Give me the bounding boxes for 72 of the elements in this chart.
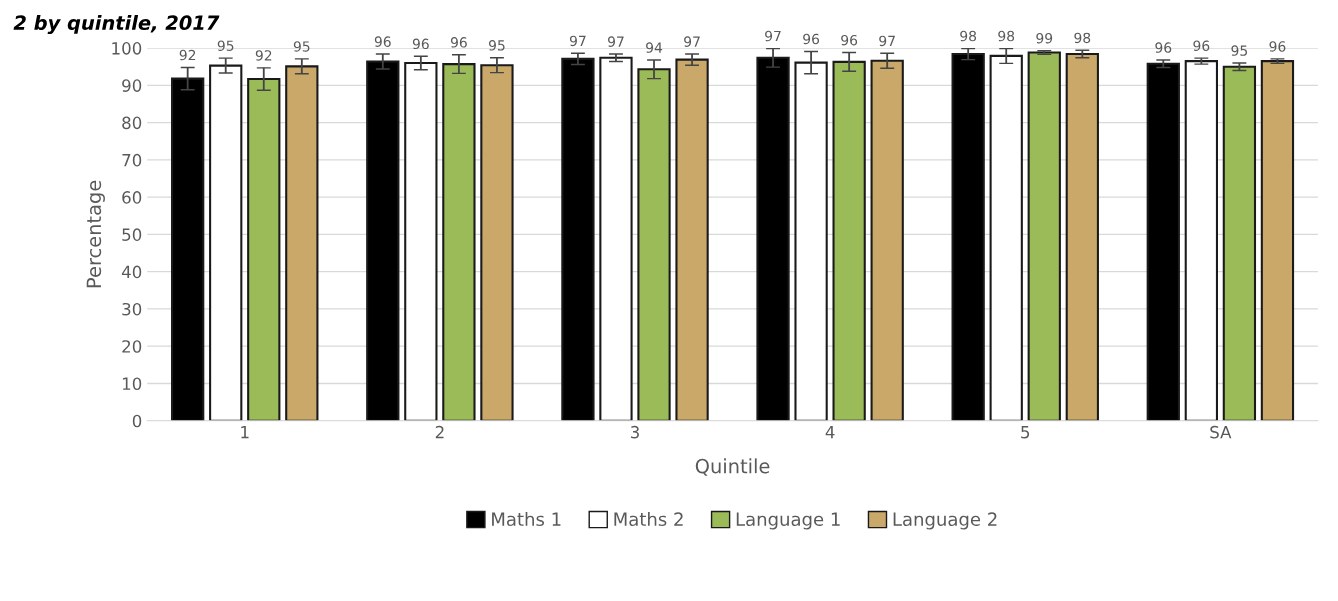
bar — [1222, 65, 1257, 421]
data-label: 95 — [293, 41, 310, 52]
data-label: 96 — [1155, 42, 1172, 53]
bar — [832, 60, 866, 421]
bar — [870, 59, 904, 421]
y-tick-label: 60 — [122, 191, 142, 204]
y-tick-label: 50 — [122, 228, 142, 241]
data-label: 92 — [179, 49, 196, 61]
data-label: 97 — [765, 30, 781, 42]
y-tick-label: 70 — [122, 153, 142, 167]
y-tick-label: 0 — [132, 414, 142, 428]
y-tick-label: 100 — [112, 42, 142, 55]
bar — [442, 63, 476, 421]
data-label: 96 — [803, 33, 820, 45]
legend-label: Language 1 — [736, 512, 840, 530]
data-label: 97 — [608, 36, 624, 47]
x-tick-label: 3 — [630, 425, 639, 439]
data-label: 96 — [1193, 40, 1210, 51]
bar — [794, 61, 828, 421]
data-label: 99 — [1036, 33, 1053, 44]
x-tick-label: 2 — [435, 425, 444, 439]
data-label: 97 — [684, 36, 700, 47]
data-label: 96 — [374, 36, 391, 47]
y-tick-label: 80 — [122, 116, 142, 130]
data-label: 96 — [841, 34, 858, 46]
data-label: 97 — [879, 35, 895, 47]
data-label: 92 — [255, 50, 272, 61]
legend-label: Maths 1 — [492, 512, 561, 526]
bar — [951, 53, 985, 421]
bar — [561, 57, 595, 421]
bar — [756, 56, 790, 421]
y-axis-title: Percentage — [86, 180, 105, 288]
bar — [404, 61, 438, 421]
legend-label: Language 2 — [893, 512, 997, 530]
data-label: 98 — [1074, 32, 1091, 44]
bar — [637, 68, 671, 421]
y-tick-label: 20 — [122, 340, 142, 353]
bar — [171, 77, 205, 421]
x-tick-label: 5 — [1021, 426, 1030, 439]
data-label: 95 — [217, 40, 234, 51]
bar — [1065, 53, 1099, 421]
data-label: 96 — [450, 37, 467, 48]
bar — [480, 64, 514, 421]
x-tick-label: 4 — [825, 426, 835, 439]
bar — [1184, 60, 1218, 421]
data-label: 95 — [1231, 45, 1248, 56]
x-tick-label: 1 — [241, 426, 249, 439]
data-label: 98 — [998, 30, 1015, 42]
bar — [209, 64, 243, 421]
bar — [675, 58, 709, 421]
bar — [285, 65, 319, 421]
y-tick-label: 30 — [122, 302, 142, 316]
x-tick-label: SA — [1210, 425, 1232, 439]
bar — [1260, 60, 1295, 421]
data-label: 95 — [488, 40, 505, 51]
data-label: 96 — [412, 38, 429, 50]
y-tick-label: 40 — [121, 265, 142, 279]
bar — [1027, 51, 1061, 421]
data-label: 96 — [1269, 41, 1286, 52]
data-label: 94 — [646, 42, 663, 53]
data-label: 97 — [569, 35, 586, 47]
legend-label: Maths 2 — [614, 512, 683, 526]
data-label: 98 — [960, 30, 977, 42]
x-axis-title: Quintile — [695, 458, 770, 476]
y-tick-label: 10 — [122, 377, 142, 391]
bar — [599, 56, 633, 421]
bar — [989, 54, 1023, 421]
chart-title: 2 by quintile, 2017 — [13, 15, 220, 34]
bar — [247, 77, 281, 421]
bar — [366, 60, 400, 421]
bar — [1146, 62, 1180, 421]
y-tick-label: 90 — [122, 79, 142, 92]
